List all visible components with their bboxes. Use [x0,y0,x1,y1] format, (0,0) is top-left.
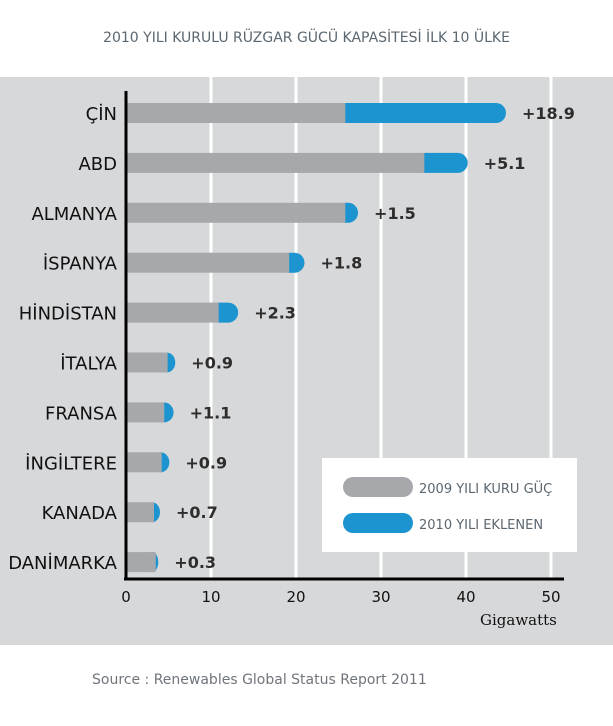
bar-2009-capacity [126,502,155,523]
bars [126,103,506,573]
x-tick-label: 40 [456,588,475,606]
category-label: DANİMARKA [8,553,117,574]
bar-2009-capacity [126,552,156,573]
data-label: +18.9 [522,104,575,123]
legend-label-2009: 2009 YILI KURU GÜÇ [419,480,552,497]
source-note: Source : Renewables Global Status Report… [92,672,427,688]
legend-swatch-2010 [343,513,413,533]
bar-2010-added [414,152,468,173]
legend-box [322,458,577,552]
category-label: ÇİN [86,104,117,125]
bar-2009-capacity [126,352,168,373]
category-label: İNGİLTERE [25,453,117,474]
data-label: +2.3 [254,304,296,323]
x-tick-label: 20 [286,588,305,606]
data-label: +1.1 [190,403,232,422]
data-label: +5.1 [484,154,526,173]
bar-2009-capacity [126,302,219,323]
bar-2009-capacity [126,252,290,273]
bar-2010-added [335,103,506,123]
legend-swatch-2009 [343,477,413,497]
labels: ÇİN +18.9 ABD +5.1 ALMANYA +1.5 İSPANYA +1.8 HİN… [8,104,575,574]
data-label: +0.9 [185,453,227,472]
bar-2009-capacity [126,103,346,123]
x-axis-title: Gigawatts [480,611,557,629]
x-tick-label: 30 [371,588,390,606]
data-label: +1.5 [374,204,416,223]
category-label: HİNDİSTAN [19,304,117,325]
category-label: ABD [78,154,117,175]
bar-chart: ÇİN +18.9 ABD +5.1 ALMANYA +1.5 İSPANYA +1.8 HİN… [8,77,577,629]
x-tick-label: 50 [541,588,560,606]
data-label: +0.3 [174,553,216,572]
bar-2009-capacity [126,452,162,473]
category-label: ALMANYA [31,204,117,225]
bar-2009-capacity [126,402,165,423]
legend: 2009 YILI KURU GÜÇ 2010 YILI EKLENEN [322,458,577,552]
data-label: +1.8 [321,254,363,273]
x-axis: 0 10 20 30 40 50 Gigawatts [121,91,564,629]
bar-2009-capacity [126,202,346,223]
data-label: +0.9 [191,354,233,373]
legend-label-2010: 2010 YILI EKLENEN [419,518,543,533]
x-tick-label: 10 [201,588,220,606]
bar-2009-capacity [126,152,425,173]
category-label: KANADA [42,503,118,524]
chart-title: 2010 YILI KURULU RÜZGAR GÜCÜ KAPASİTESİ … [103,30,510,46]
data-label: +0.7 [176,503,218,522]
category-label: FRANSA [45,403,118,424]
category-label: İTALYA [60,354,117,375]
category-label: İSPANYA [43,254,118,275]
x-tick-label: 0 [121,588,131,606]
